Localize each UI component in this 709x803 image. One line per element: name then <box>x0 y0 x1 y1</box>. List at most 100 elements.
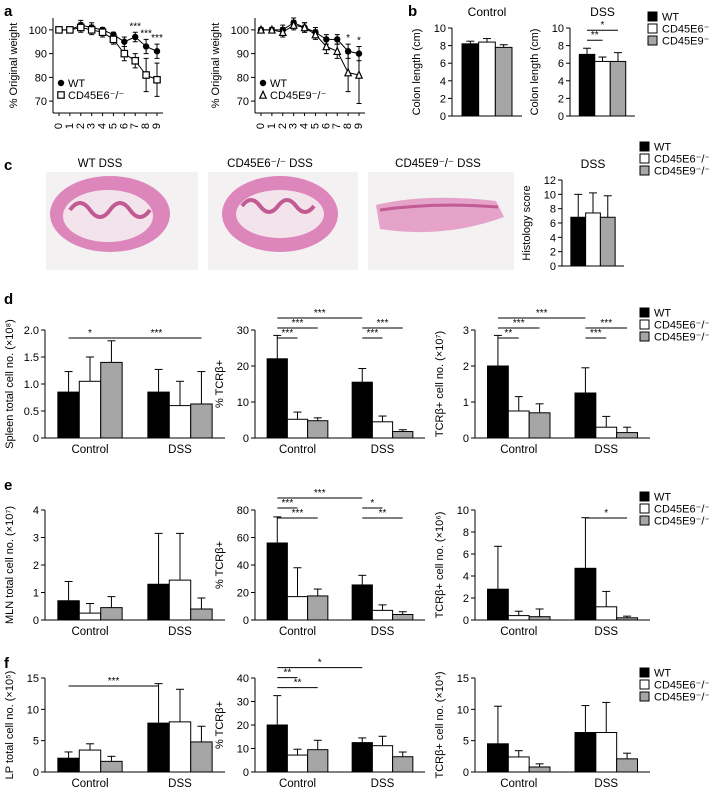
bar <box>78 380 102 439</box>
chart-title: DSS <box>581 157 606 171</box>
bar <box>371 421 394 439</box>
chart-d1: 0 0.5 1.0 1.5 2.0 Spleen total cell no. (×10⁸… <box>4 319 225 456</box>
bar <box>286 596 309 621</box>
significance-label: *** <box>314 488 326 499</box>
y-axis-label: Histology score <box>521 185 533 260</box>
y-tick-label: 3 <box>33 533 39 545</box>
x-tick-label: DSS <box>168 778 192 790</box>
y-axis-label: % TCRβ+ <box>214 701 226 749</box>
legend-label: WT <box>68 78 85 90</box>
chart-title: DSS <box>590 5 615 19</box>
y-tick-label: 40 <box>237 560 249 572</box>
bar <box>494 46 513 117</box>
y-tick-label: 6 <box>558 58 564 70</box>
significance-label: *** <box>367 328 379 339</box>
series-line <box>261 24 360 76</box>
y-tick-label: 0 <box>33 767 39 779</box>
y-tick-label: 1.5 <box>24 352 39 364</box>
significance-label: ** <box>591 30 599 41</box>
significance-label: *** <box>151 328 163 339</box>
significance-label: *** <box>292 318 304 329</box>
x-tick-label: 6 <box>320 123 332 129</box>
x-tick-label: Control <box>279 626 316 638</box>
legend-label: CD45E9⁻/⁻ <box>654 332 709 344</box>
y-axis-label: % TCRβ+ <box>214 541 226 589</box>
bar <box>616 617 639 621</box>
y-tick-label: 70 <box>237 96 249 108</box>
panel-label-e: e <box>4 477 12 494</box>
data-point <box>131 56 140 65</box>
data-point <box>98 28 107 37</box>
x-tick-label: DSS <box>371 444 395 456</box>
legend-label: WT <box>654 492 671 504</box>
y-tick-label: 1 <box>463 397 469 409</box>
x-tick-label: 5 <box>309 123 321 129</box>
y-tick-label: 0 <box>440 111 446 123</box>
significance-label: *** <box>600 318 612 329</box>
data-point <box>55 26 63 34</box>
x-tick-label: DSS <box>594 444 618 456</box>
bar <box>351 584 373 621</box>
significance-label: * <box>370 498 374 509</box>
legend-swatch <box>639 503 650 514</box>
legend-swatch <box>639 515 650 526</box>
y-tick-label: 2 <box>558 93 564 105</box>
bar <box>266 358 288 439</box>
bar <box>307 420 329 439</box>
bar <box>190 608 213 621</box>
y-axis-label: TCRβ+ cell no. (×10⁴) <box>434 671 446 778</box>
bar <box>570 216 587 267</box>
y-tick-label: 5 <box>33 736 39 748</box>
bar <box>57 600 80 621</box>
legend-label: CD45E6⁻/⁻ <box>654 504 709 516</box>
y-tick-label: 100 <box>29 25 47 37</box>
bar <box>585 212 601 267</box>
x-tick-label: 4 <box>97 123 109 129</box>
chart-title: Control <box>468 5 507 19</box>
y-tick-label: 4 <box>440 76 446 88</box>
tissue-edge-e9 <box>379 203 499 212</box>
y-tick-label: 10 <box>27 704 39 716</box>
series-line <box>261 22 360 55</box>
y-tick-label: 4 <box>33 505 39 517</box>
bar <box>190 741 213 773</box>
y-tick-label: 2.0 <box>24 325 39 337</box>
legend-label: CD45E6⁻/⁻ <box>654 320 709 332</box>
bar <box>392 756 414 773</box>
legend-label: CD45E6⁻/⁻ <box>68 90 124 102</box>
y-axis-label: TCRβ+ cell no. (×10⁷) <box>434 331 446 437</box>
chart-b1: 0 2 4 6 8 10 Colon length (cm) Control <box>411 5 522 123</box>
bar <box>616 432 639 439</box>
bar <box>609 60 627 117</box>
significance-label: *** <box>129 21 141 32</box>
y-tick-label: 4 <box>550 232 556 244</box>
y-tick-label: 5 <box>463 736 469 748</box>
data-point <box>142 71 150 79</box>
x-tick-label: DSS <box>594 626 618 638</box>
y-tick-label: 8 <box>550 204 556 216</box>
y-tick-label: 2 <box>463 593 469 605</box>
significance-label: *** <box>314 308 326 319</box>
x-tick-label: Control <box>71 626 108 638</box>
data-point <box>120 49 129 58</box>
legend-label: CD45E9⁻/⁻ <box>654 516 709 528</box>
y-tick-label: 15 <box>457 673 469 685</box>
tissue-folds-e6 <box>240 198 316 214</box>
significance-label: * <box>604 508 608 519</box>
histology-images: WT DSS CD45E6⁻/⁻ DSS CD45E9⁻/⁻ DSS <box>46 158 514 270</box>
y-axis-label: Spleen total cell no. (×10⁸) <box>4 319 16 449</box>
legend-swatch <box>639 319 650 330</box>
bar <box>371 609 394 621</box>
data-point <box>333 46 342 56</box>
data-point <box>121 38 128 45</box>
y-tick-label: 80 <box>237 72 249 84</box>
y-tick-label: 10 <box>434 23 446 35</box>
data-point <box>66 26 74 34</box>
bar <box>392 614 414 621</box>
y-tick-label: 2 <box>33 560 39 572</box>
legend-label: WT <box>654 668 671 680</box>
